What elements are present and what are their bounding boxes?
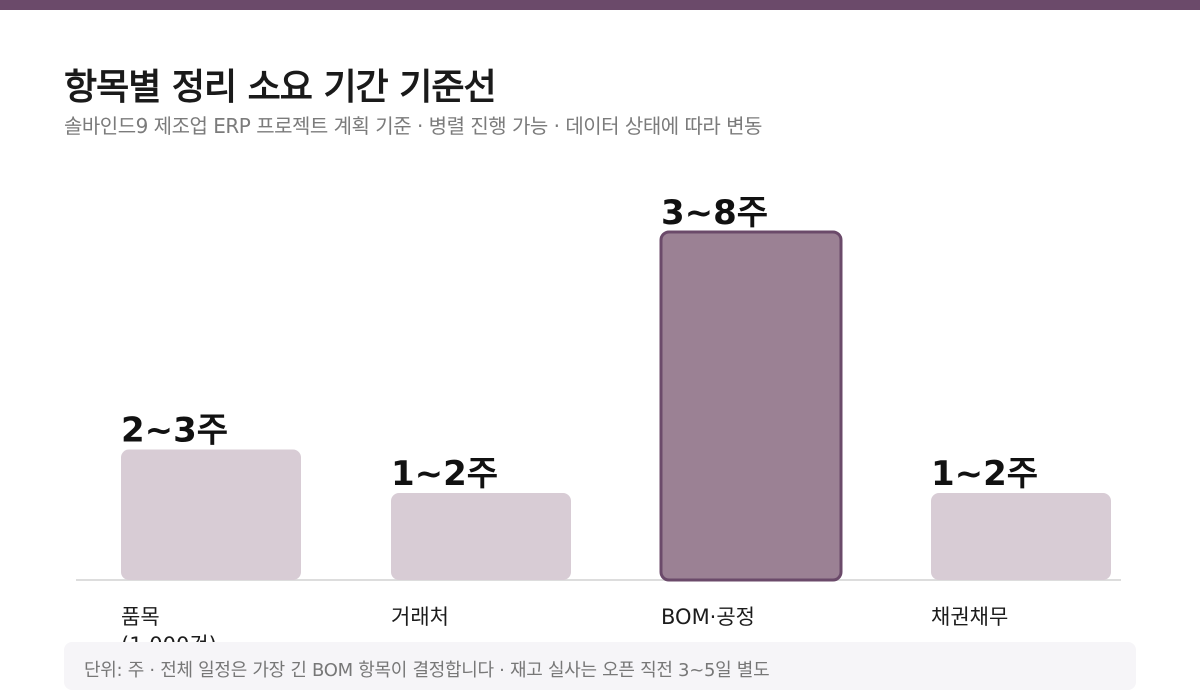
category-label-3: BOM·공정	[661, 605, 755, 629]
bar-1	[121, 449, 301, 580]
category-label-4: 채권채무	[931, 605, 1008, 629]
bar-4	[931, 493, 1111, 580]
chart-subtitle: 솔바인드9 제조업 ERP 프로젝트 계획 기준 · 병렬 진행 가능 · 데이…	[64, 114, 762, 138]
value-label-1: 2~3주	[121, 411, 228, 451]
bar-3	[659, 230, 843, 582]
value-label-3: 3~8주	[661, 193, 768, 233]
category-label-2: 거래처	[391, 605, 449, 629]
top-accent-bar	[0, 0, 1200, 10]
footer-note: 단위: 주 · 전체 일정은 가장 긴 BOM 항목이 결정합니다 · 재고 실…	[64, 642, 1136, 690]
bar-2	[391, 493, 571, 580]
chart-title: 항목별 정리 소요 기간 기준선	[64, 67, 497, 108]
value-label-2: 1~2주	[391, 454, 498, 494]
value-label-4: 1~2주	[931, 454, 1038, 494]
